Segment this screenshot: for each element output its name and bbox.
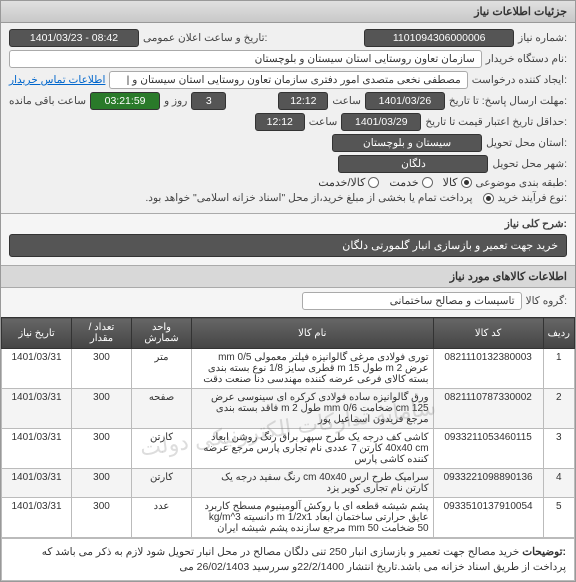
footer-label: :توضيحات: [522, 546, 566, 558]
cell-date: 1401/03/31: [2, 469, 72, 498]
form-section: :شماره نیاز 1101094306000006 :تاریخ و سا…: [1, 23, 575, 213]
announce-field: 1401/03/23 - 08:42: [9, 29, 139, 47]
cell-name: کاشی کف درجه یک طرح سپهر براق رنگ روشن ا…: [192, 429, 434, 469]
cell-date: 1401/03/31: [2, 389, 72, 429]
buyer-label: :نام دستگاه خریدار: [486, 53, 567, 65]
cell-unit: کارتن: [132, 429, 192, 469]
cell-unit: کارتن: [132, 469, 192, 498]
desc-label: :شرح کلی نیاز: [505, 218, 567, 230]
cell-name: سرامیک طرح ارس cm 40x40 رنگ سفید درجه یک…: [192, 469, 434, 498]
remain-suffix: ساعت باقی مانده: [9, 95, 86, 107]
deadline-date: 1401/03/26: [365, 92, 445, 110]
cell-unit: صفحه: [132, 389, 192, 429]
process-label: :نوع فرآیند خرید: [498, 192, 567, 204]
time-label-1: ساعت: [332, 95, 361, 107]
th-code: کد کالا: [433, 318, 543, 349]
deadline-label: :مهلت ارسال پاسخ: تا تاریخ: [449, 95, 567, 107]
desc-text: خرید جهت تعمیر و بازسازی انبار گلمورتی د…: [9, 234, 567, 257]
cell-qty: 300: [72, 498, 132, 538]
cell-date: 1401/03/31: [2, 349, 72, 389]
cell-code: 0821110787330002: [433, 389, 543, 429]
cell-name: توری فولادی مرغی گالوانیزه فیلتر معمولی …: [192, 349, 434, 389]
group-label: :گروه کالا: [526, 295, 567, 307]
table-row[interactable]: 10821110132380003توری فولادی مرغی گالوان…: [2, 349, 575, 389]
th-date: تاريخ نياز: [2, 318, 72, 349]
radio-service-dot: [422, 177, 433, 188]
th-qty: تعداد / مقدار: [72, 318, 132, 349]
cell-row: 1: [543, 349, 574, 389]
process-note: پرداخت تمام یا بخشی از مبلغ خرید،از محل …: [145, 192, 472, 204]
cell-unit: متر: [132, 349, 192, 389]
th-row: ردیف: [543, 318, 574, 349]
remain-daylabel: روز و: [164, 95, 187, 107]
announce-label: :تاریخ و ساعت اعلان عمومی: [143, 32, 267, 44]
cell-code: 0933510137910054: [433, 498, 543, 538]
footer-text: خرید مصالح جهت تعمیر و بازسازی انبار 250…: [42, 546, 566, 573]
remain-time: 03:21:59: [90, 92, 160, 110]
process-note-group: پرداخت تمام یا بخشی از مبلغ خرید،از محل …: [145, 192, 493, 204]
need-no-field: 1101094306000006: [364, 29, 514, 47]
th-unit: واحد شمارش: [132, 318, 192, 349]
table-row[interactable]: 20821110787330002ورق گالوانیزه ساده فولا…: [2, 389, 575, 429]
cell-code: 0821110132380003: [433, 349, 543, 389]
buyer-field: سازمان تعاون روستایی استان سیستان و بلوچ…: [9, 50, 482, 68]
cell-row: 5: [543, 498, 574, 538]
valid-date: 1401/03/29: [341, 113, 421, 131]
items-table-wrap: سامانه تدارکات الکترونیکی دولت ردیف کد ک…: [1, 317, 575, 538]
creator-field: مصطفی نخعی متصدی امور دفتری سازمان تعاون…: [109, 71, 467, 89]
radio-service-label: خدمت: [389, 176, 418, 189]
cell-date: 1401/03/31: [2, 429, 72, 469]
category-label: :طبقه بندی موضوعی: [476, 177, 567, 189]
radio-goods[interactable]: کالا: [443, 176, 472, 189]
cell-date: 1401/03/31: [2, 498, 72, 538]
time-label-2: ساعت: [309, 116, 338, 128]
cell-qty: 300: [72, 429, 132, 469]
details-panel: جزئیات اطلاعات نیاز :شماره نیاز 11010943…: [0, 0, 576, 582]
city-field: دلگان: [338, 155, 488, 173]
valid-time: 12:12: [255, 113, 305, 131]
group-value: تاسیسات و مصالح ساختمانی: [302, 292, 522, 310]
th-name: نام کالا: [192, 318, 434, 349]
cell-code: 0933221098890136: [433, 469, 543, 498]
table-row[interactable]: 50933510137910054پشم شیشه قطعه ای با روک…: [2, 498, 575, 538]
city-label: :شهر محل تحویل: [492, 158, 567, 170]
cell-name: ورق گالوانیزه ساده فولادی کرکره ای سینوس…: [192, 389, 434, 429]
process-radio: [483, 193, 494, 204]
table-row[interactable]: 30933211053460115کاشی کف درجه یک طرح سپه…: [2, 429, 575, 469]
creator-label: :ایجاد کننده درخواست: [472, 74, 567, 86]
cell-unit: عدد: [132, 498, 192, 538]
radio-goods-dot: [461, 177, 472, 188]
radio-both[interactable]: کالا/خدمت: [318, 176, 379, 189]
panel-title: جزئیات اطلاعات نیاز: [1, 1, 575, 23]
deadline-time: 12:12: [278, 92, 328, 110]
items-section-title: اطلاعات کالاهای مورد نیاز: [1, 265, 575, 288]
radio-goods-label: کالا: [443, 176, 458, 189]
footer-note: :توضيحات خرید مصالح جهت تعمیر و بازسازی …: [1, 538, 575, 581]
radio-both-label: کالا/خدمت: [318, 176, 365, 189]
radio-both-dot: [368, 177, 379, 188]
valid-label: :حداقل تاریخ اعتبار قیمت تا تاریخ: [425, 116, 567, 128]
cell-qty: 300: [72, 469, 132, 498]
table-row[interactable]: 40933221098890136سرامیک طرح ارس cm 40x40…: [2, 469, 575, 498]
items-table: ردیف کد کالا نام کالا واحد شمارش تعداد /…: [1, 317, 575, 538]
cell-code: 0933211053460115: [433, 429, 543, 469]
need-no-label: :شماره نیاز: [518, 32, 567, 44]
cell-qty: 300: [72, 349, 132, 389]
category-radio-group: کالا خدمت کالا/خدمت: [318, 176, 471, 189]
province-label: :استان محل تحویل: [486, 137, 567, 149]
province-field: سیستان و بلوچستان: [332, 134, 482, 152]
cell-qty: 300: [72, 389, 132, 429]
remain-days: 3: [191, 92, 226, 110]
cell-row: 3: [543, 429, 574, 469]
radio-service[interactable]: خدمت: [389, 176, 432, 189]
cell-name: پشم شیشه قطعه ای با روکش آلومینیوم مسطح …: [192, 498, 434, 538]
buyer-contact-link[interactable]: اطلاعات تماس خریدار: [9, 74, 105, 86]
cell-row: 2: [543, 389, 574, 429]
cell-row: 4: [543, 469, 574, 498]
